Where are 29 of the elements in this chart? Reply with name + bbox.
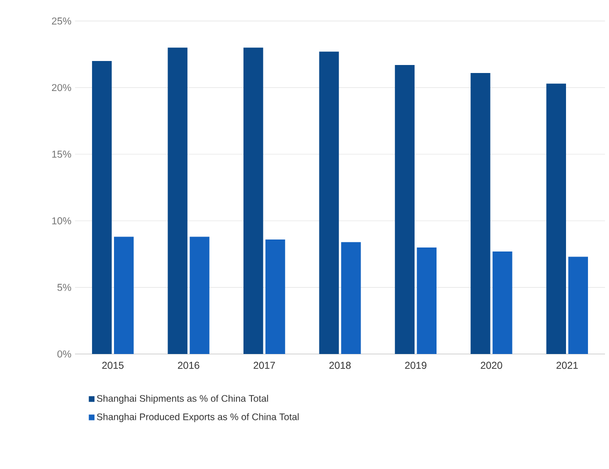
bar xyxy=(190,236,210,354)
bar xyxy=(319,52,339,354)
bar xyxy=(546,84,566,354)
x-tick-label: 2018 xyxy=(329,362,351,369)
bar xyxy=(568,256,588,354)
y-tick-label: 5% xyxy=(57,284,72,291)
x-tick-label: 2016 xyxy=(178,362,200,369)
bar xyxy=(243,48,264,354)
y-tick-label: 15% xyxy=(52,150,72,158)
bar xyxy=(394,64,415,354)
legend-label: Shanghai Shipments as % of China Total xyxy=(96,394,268,404)
bar xyxy=(492,251,512,354)
legend-label: Shanghai Produced Exports as % of China Total xyxy=(96,413,299,422)
x-tick-label: 2019 xyxy=(405,362,426,369)
bar xyxy=(341,242,361,354)
bar xyxy=(416,247,437,354)
y-tick-label: 0% xyxy=(57,350,72,358)
y-tick-label: 10% xyxy=(52,217,72,224)
y-tick-label: 20% xyxy=(52,84,72,92)
x-tick-label: 2017 xyxy=(254,362,275,369)
y-tick-label: 25% xyxy=(52,17,72,25)
bar xyxy=(114,236,134,354)
bar xyxy=(470,72,490,354)
x-tick-label: 2021 xyxy=(556,362,578,369)
x-tick-label: 2020 xyxy=(480,362,502,369)
bar xyxy=(92,60,112,354)
x-tick-label: 2015 xyxy=(102,362,124,369)
bar xyxy=(168,48,188,354)
bar xyxy=(265,239,286,354)
